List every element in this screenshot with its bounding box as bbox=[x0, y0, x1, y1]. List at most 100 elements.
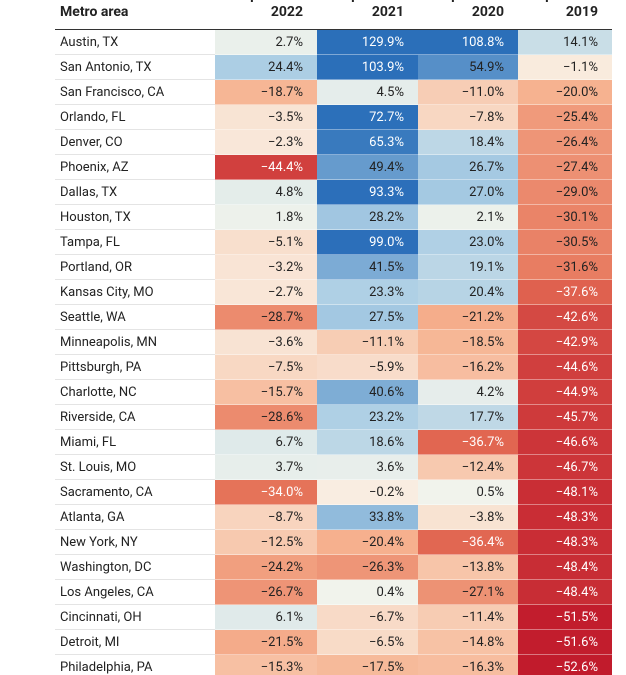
value-cell: 24.4% bbox=[215, 55, 317, 80]
value-cell: 6.1% bbox=[215, 605, 317, 630]
value-cell: −28.6% bbox=[215, 405, 317, 430]
value-cell: −26.7% bbox=[215, 580, 317, 605]
value-cell: −45.7% bbox=[518, 405, 612, 430]
value-cell: −11.0% bbox=[418, 80, 518, 105]
value-cell: −52.6% bbox=[518, 655, 612, 675]
value-cell: 19.1% bbox=[418, 255, 518, 280]
metro-name: Atlanta, GA bbox=[55, 505, 215, 530]
value-cell: −20.4% bbox=[317, 530, 418, 555]
value-cell: −37.6% bbox=[518, 280, 612, 305]
metro-name: Pittsburgh, PA bbox=[55, 355, 215, 380]
value-cell: −42.9% bbox=[518, 330, 612, 355]
value-cell: −31.6% bbox=[518, 255, 612, 280]
value-cell: −1.1% bbox=[518, 55, 612, 80]
value-cell: −18.5% bbox=[418, 330, 518, 355]
metro-name: San Francisco, CA bbox=[55, 80, 215, 105]
metro-name: Portland, OR bbox=[55, 255, 215, 280]
value-cell: 23.3% bbox=[317, 280, 418, 305]
value-cell: −25.4% bbox=[518, 105, 612, 130]
value-cell: 18.6% bbox=[317, 430, 418, 455]
value-cell: 18.4% bbox=[418, 130, 518, 155]
value-cell: −30.5% bbox=[518, 230, 612, 255]
value-cell: −46.7% bbox=[518, 455, 612, 480]
metro-name: New York, NY bbox=[55, 530, 215, 555]
value-cell: −3.2% bbox=[215, 255, 317, 280]
column-header: September bbox=[215, 0, 303, 4]
value-cell: −48.3% bbox=[518, 505, 612, 530]
value-cell: −16.2% bbox=[418, 355, 518, 380]
metro-name: Charlotte, NC bbox=[55, 380, 215, 405]
metro-name: Dallas, TX bbox=[55, 180, 215, 205]
value-cell: −6.7% bbox=[317, 605, 418, 630]
metro-name: Denver, CO bbox=[55, 130, 215, 155]
value-cell: 27.5% bbox=[317, 305, 418, 330]
value-cell: −18.7% bbox=[215, 80, 317, 105]
value-cell: 33.8% bbox=[317, 505, 418, 530]
value-cell: 6.7% bbox=[215, 430, 317, 455]
value-cell: −13.8% bbox=[418, 555, 518, 580]
metro-name: Phoenix, AZ bbox=[55, 155, 215, 180]
value-cell: 40.6% bbox=[317, 380, 418, 405]
metro-name: Washington, DC bbox=[55, 555, 215, 580]
value-cell: −3.8% bbox=[418, 505, 518, 530]
value-cell: −2.3% bbox=[215, 130, 317, 155]
value-cell: −5.1% bbox=[215, 230, 317, 255]
value-cell: −48.4% bbox=[518, 555, 612, 580]
value-cell: 54.9% bbox=[418, 55, 518, 80]
metro-name: Detroit, MI bbox=[55, 630, 215, 655]
value-cell: −20.0% bbox=[518, 80, 612, 105]
value-cell: −8.7% bbox=[215, 505, 317, 530]
column-header: September bbox=[518, 0, 598, 4]
value-cell: −44.4% bbox=[215, 155, 317, 180]
value-cell: −0.2% bbox=[317, 480, 418, 505]
value-cell: −7.8% bbox=[418, 105, 518, 130]
metro-name: Los Angeles, CA bbox=[55, 580, 215, 605]
value-cell: −24.2% bbox=[215, 555, 317, 580]
value-cell: −26.3% bbox=[317, 555, 418, 580]
value-cell: −48.4% bbox=[518, 580, 612, 605]
column-header: 2019 bbox=[565, 4, 598, 20]
column-header: 2022 bbox=[270, 4, 303, 20]
metro-name: Sacramento, CA bbox=[55, 480, 215, 505]
value-cell: −14.8% bbox=[418, 630, 518, 655]
value-cell: 4.5% bbox=[317, 80, 418, 105]
value-cell: −6.5% bbox=[317, 630, 418, 655]
column-header: September bbox=[317, 0, 404, 4]
value-cell: 3.6% bbox=[317, 455, 418, 480]
value-cell: −46.6% bbox=[518, 430, 612, 455]
metro-name: Seattle, WA bbox=[55, 305, 215, 330]
value-cell: −12.5% bbox=[215, 530, 317, 555]
value-cell: −27.1% bbox=[418, 580, 518, 605]
value-cell: 27.0% bbox=[418, 180, 518, 205]
value-cell: 108.8% bbox=[418, 30, 518, 55]
value-cell: 93.3% bbox=[317, 180, 418, 205]
value-cell: 2.7% bbox=[215, 30, 317, 55]
value-cell: −44.6% bbox=[518, 355, 612, 380]
value-cell: 28.2% bbox=[317, 205, 418, 230]
value-cell: −44.9% bbox=[518, 380, 612, 405]
value-cell: 26.7% bbox=[418, 155, 518, 180]
metro-name: Cincinnati, OH bbox=[55, 605, 215, 630]
value-cell: 99.0% bbox=[317, 230, 418, 255]
value-cell: −51.6% bbox=[518, 630, 612, 655]
value-cell: −28.7% bbox=[215, 305, 317, 330]
metro-name: Riverside, CA bbox=[55, 405, 215, 430]
value-cell: 23.0% bbox=[418, 230, 518, 255]
value-cell: 65.3% bbox=[317, 130, 418, 155]
metro-name: Houston, TX bbox=[55, 205, 215, 230]
value-cell: 0.5% bbox=[418, 480, 518, 505]
value-cell: 103.9% bbox=[317, 55, 418, 80]
metro-name: San Antonio, TX bbox=[55, 55, 215, 80]
value-cell: −3.5% bbox=[215, 105, 317, 130]
column-header: September bbox=[418, 0, 504, 4]
column-header: 2020 bbox=[471, 4, 504, 20]
value-cell: 49.4% bbox=[317, 155, 418, 180]
value-cell: 41.5% bbox=[317, 255, 418, 280]
value-cell: 4.2% bbox=[418, 380, 518, 405]
metro-name: Austin, TX bbox=[55, 30, 215, 55]
metro-name: St. Louis, MO bbox=[55, 455, 215, 480]
value-cell: −2.7% bbox=[215, 280, 317, 305]
value-cell: 17.7% bbox=[418, 405, 518, 430]
value-cell: −11.4% bbox=[418, 605, 518, 630]
